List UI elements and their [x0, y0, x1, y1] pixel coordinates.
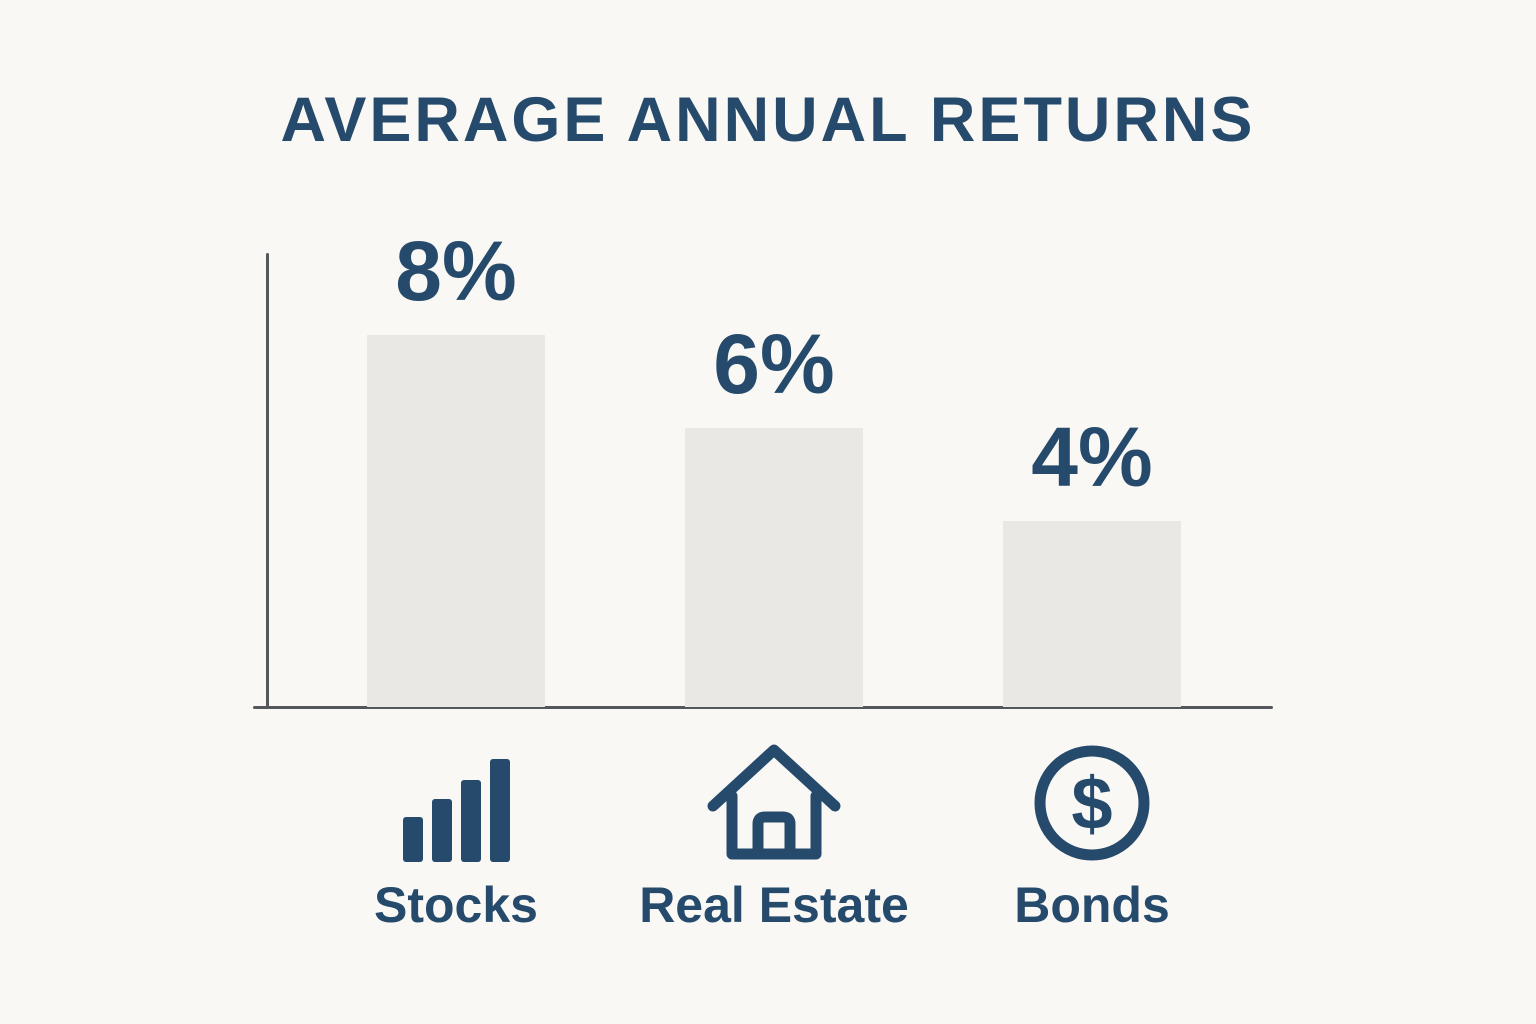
category-item-real-estate: Real Estate: [614, 740, 934, 933]
dollar-glyph: $: [1071, 762, 1112, 845]
bar-group-real-estate: 6%: [685, 322, 863, 707]
value-label-bonds: 4%: [1031, 410, 1153, 504]
category-label-stocks: Stocks: [374, 877, 538, 933]
category-item-stocks: Stocks: [296, 740, 616, 933]
x-axis-line: [253, 706, 1273, 709]
category-label-bonds: Bonds: [1014, 877, 1170, 933]
bar-stocks: [367, 335, 545, 707]
bar-real-estate: [685, 428, 863, 707]
bar-group-bonds: 4%: [1003, 415, 1181, 707]
category-label-real-estate: Real Estate: [639, 877, 909, 933]
category-item-bonds: $ Bonds: [932, 740, 1252, 933]
house-icon: [706, 740, 842, 862]
value-label-real-estate: 6%: [713, 317, 835, 411]
bar-group-stocks: 8%: [367, 229, 545, 707]
y-axis-line: [266, 253, 269, 709]
chart-title: AVERAGE ANNUAL RETURNS: [280, 85, 1256, 155]
ascending-bars-icon: [402, 740, 510, 862]
value-label-stocks: 8%: [395, 224, 517, 318]
bar-bonds: [1003, 521, 1181, 707]
dollar-circle-icon: $: [1033, 740, 1151, 862]
